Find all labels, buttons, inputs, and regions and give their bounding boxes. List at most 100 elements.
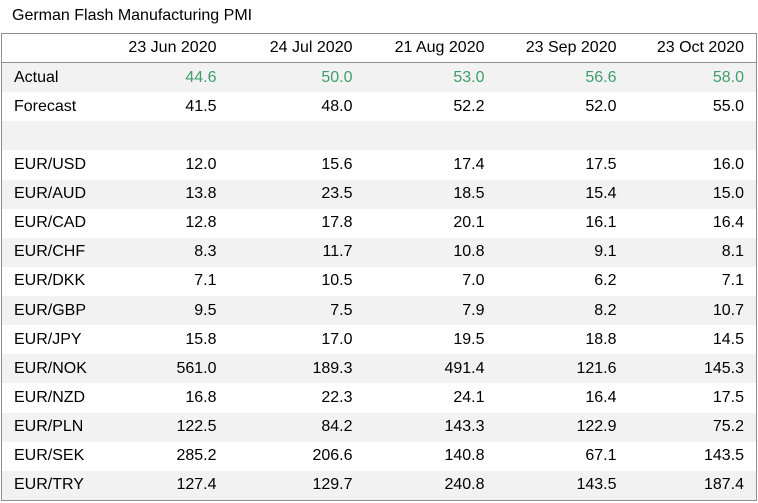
table-cell: 7.9 [353,296,486,326]
table-cell: 285.2 [176,447,217,465]
table-row: EUR/CAD 12.8 17.8 20.1 16.1 16.4 [2,209,757,238]
table-row: EUR/TRY 127.4 129.7 240.8 143.5 187.4 [1,470,757,501]
table-cell: 15.4 [485,179,618,209]
table-cell: 56.6 [485,62,618,93]
table-cell: 13.8 [87,179,218,209]
table-cell: 240.8 [353,470,486,501]
table-cell [217,121,354,151]
table-cell: 48.0 [321,97,353,115]
table-cell: 7.5 [217,296,354,326]
table-cell: 58.0 [617,62,757,93]
row-label: EUR/CAD [14,214,87,232]
header-corner [1,33,88,63]
table-cell: 44.6 [87,62,218,93]
table-cell: 19.5 [453,330,485,348]
table-cell: 7.1 [194,272,217,290]
pmi-table: 23 Jun 2020 24 Jul 2020 21 Aug 2020 23 S… [1,33,757,501]
table-cell: 143.5 [485,470,618,501]
row-label: EUR/CHF [1,237,88,267]
table-cell: 145.3 [617,354,757,384]
table-cell: 15.8 [185,330,217,348]
row-label: EUR/NOK [1,354,88,384]
table-row: EUR/AUD 13.8 23.5 18.5 15.4 15.0 [1,179,757,209]
table-row: EUR/DKK 7.1 10.5 7.0 6.2 7.1 [2,267,757,296]
table-row: EUR/NZD 16.8 22.3 24.1 16.4 17.5 [2,383,757,412]
row-label: EUR/AUD [1,179,88,209]
table-row [1,121,757,151]
table-cell: 52.0 [585,97,617,115]
table-cell: 24.1 [453,388,485,406]
table-cell: 17.0 [321,330,353,348]
table-cell: 11.7 [217,237,354,267]
table-cell: 17.4 [453,155,485,173]
table-row: EUR/PLN 122.5 84.2 143.3 122.9 75.2 [1,412,757,442]
column-header: 23 Sep 2020 [485,33,618,63]
header-row: 23 Jun 2020 24 Jul 2020 21 Aug 2020 23 S… [1,33,757,63]
table-row: Actual 44.6 50.0 53.0 56.6 58.0 [1,62,757,93]
table-cell: 18.8 [585,330,617,348]
table-cell: 7.1 [721,272,744,290]
table-row: EUR/GBP 9.5 7.5 7.9 8.2 10.7 [1,296,757,326]
table-cell: 122.5 [87,412,218,442]
row-label [1,121,88,151]
table-cell [485,121,618,151]
table-cell: 16.4 [585,388,617,406]
table-cell: 6.2 [594,272,617,290]
table-cell: 143.5 [703,447,744,465]
table-title: German Flash Manufacturing PMI [12,7,253,24]
row-label: Forecast [14,97,77,115]
column-header: 24 Jul 2020 [217,33,354,63]
table-cell: 16.1 [585,214,617,232]
row-label: EUR/DKK [14,272,86,290]
row-label: EUR/TRY [1,470,88,501]
table-cell: 67.1 [585,447,617,465]
row-label: EUR/GBP [1,296,88,326]
table-cell: 121.6 [485,354,618,384]
table-cell: 55.0 [712,97,744,115]
table-cell: 50.0 [217,62,354,93]
column-header: 21 Aug 2020 [353,33,486,63]
table-cell: 7.0 [462,272,485,290]
table-cell: 84.2 [217,412,354,442]
row-label: EUR/PLN [1,412,88,442]
table-cell [617,121,757,151]
table-cell: 23.5 [217,179,354,209]
table-cell: 22.3 [321,388,353,406]
row-label: Actual [1,62,88,93]
table-cell: 16.0 [712,155,744,173]
table-cell: 9.1 [485,237,618,267]
table-cell: 10.7 [617,296,757,326]
table-cell: 140.8 [444,447,485,465]
table-cell: 127.4 [87,470,218,501]
table-cell: 122.9 [485,412,618,442]
table-cell: 189.3 [217,354,354,384]
table-cell: 9.5 [87,296,218,326]
table-cell: 8.2 [485,296,618,326]
table-cell: 14.5 [712,330,744,348]
table-cell: 18.5 [353,179,486,209]
table-row: EUR/USD 12.0 15.6 17.4 17.5 16.0 [2,150,757,179]
table-cell: 12.0 [185,155,217,173]
column-header: 23 Oct 2020 [617,33,757,63]
table-cell: 17.8 [321,214,353,232]
table-row: EUR/NOK 561.0 189.3 491.4 121.6 145.3 [1,354,757,384]
table-cell [353,121,486,151]
table-row: EUR/CHF 8.3 11.7 10.8 9.1 8.1 [1,237,757,267]
table-cell [87,121,218,151]
table-cell: 206.6 [312,447,353,465]
table-cell: 187.4 [617,470,757,501]
table-cell: 53.0 [353,62,486,93]
table-cell: 41.5 [185,97,217,115]
table-cell: 15.0 [617,179,757,209]
table-cell: 17.5 [585,155,617,173]
table-cell: 16.4 [712,214,744,232]
table-cell: 20.1 [453,214,485,232]
table-cell: 16.8 [185,388,217,406]
table-cell: 12.8 [185,214,217,232]
table-body: Actual 44.6 50.0 53.0 56.6 58.0 Forecast 41.5 48… [1,62,757,501]
table-cell: 8.1 [617,237,757,267]
table-cell: 52.2 [453,97,485,115]
row-label: EUR/JPY [14,330,82,348]
table-cell: 10.5 [321,272,353,290]
table-cell: 143.3 [353,412,486,442]
